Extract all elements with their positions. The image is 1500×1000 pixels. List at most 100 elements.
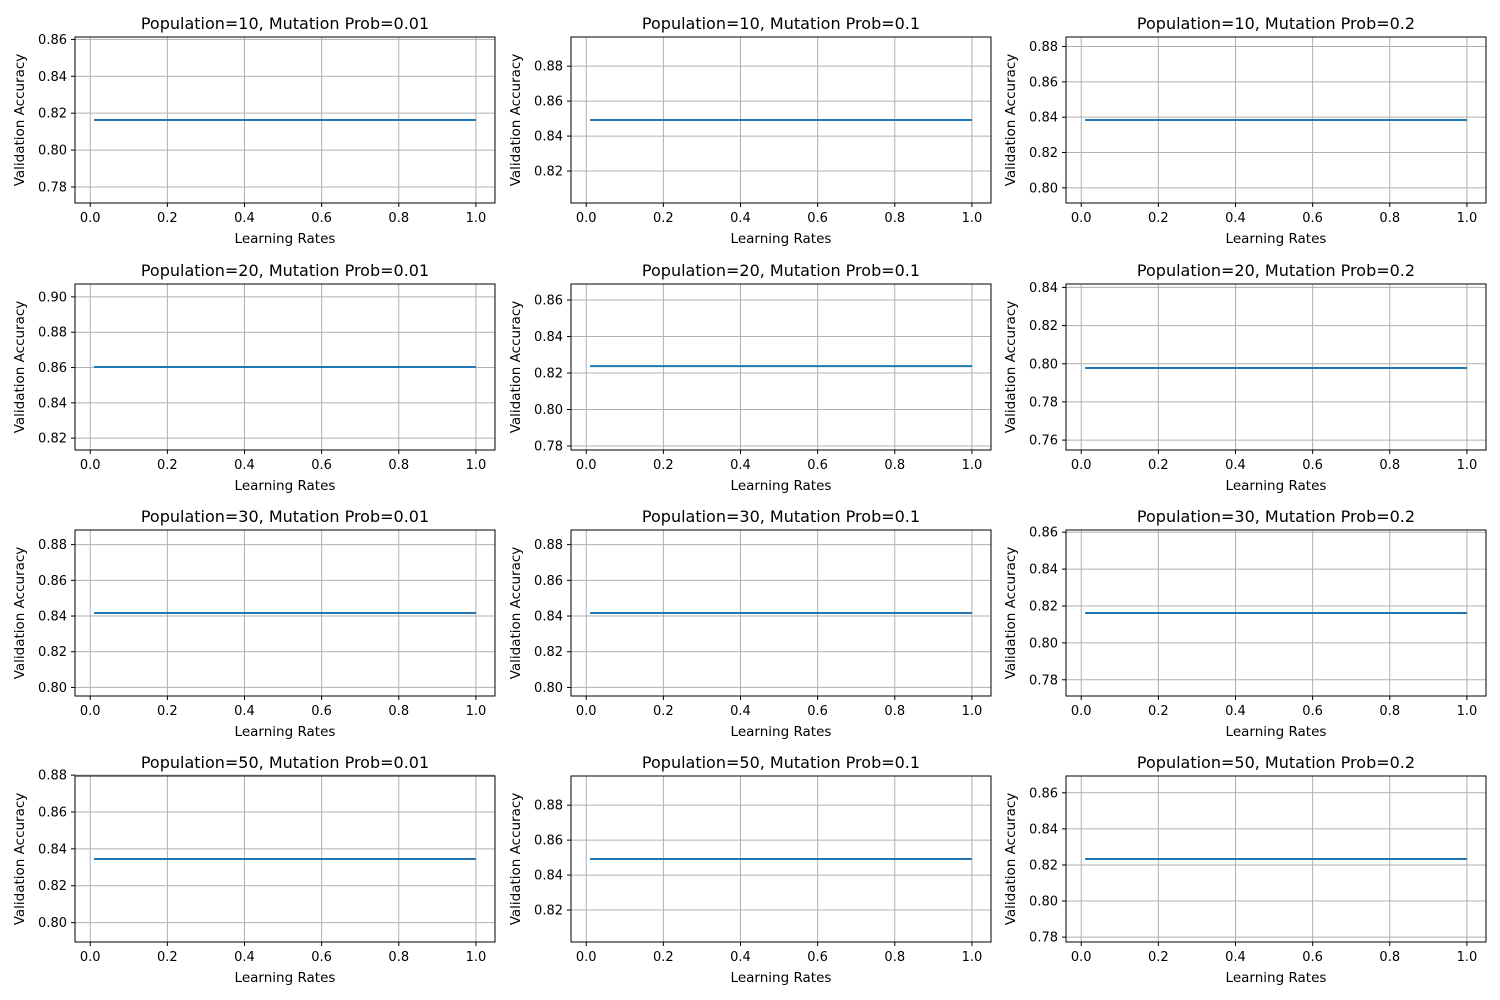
x-tick-label: 0.2 — [653, 950, 674, 965]
x-tick-label: 0.4 — [1225, 950, 1246, 965]
y-tick-label: 0.78 — [534, 439, 563, 454]
x-tick-label: 0.2 — [653, 211, 674, 226]
x-tick-label: 0.6 — [311, 211, 332, 226]
y-tick-label: 0.84 — [1029, 111, 1058, 126]
x-tick-label: 1.0 — [1457, 211, 1478, 226]
x-tick-label: 1.0 — [466, 950, 487, 965]
subplot-title: Population=20, Mutation Prob=0.2 — [1137, 261, 1415, 280]
axes-frame — [74, 283, 496, 451]
x-axis-label: Learning Rates — [235, 478, 336, 494]
y-tick-label: 0.86 — [38, 361, 67, 376]
y-tick-label: 0.78 — [1029, 673, 1058, 688]
x-tick-label: 1.0 — [962, 211, 983, 226]
y-tick-label: 0.78 — [1029, 931, 1058, 946]
y-tick-label: 0.86 — [38, 574, 67, 589]
subplot-title: Population=10, Mutation Prob=0.2 — [1137, 14, 1415, 33]
subplot: 0.0 0.2 0.4 0.6 0.8 1.0 0.78 0.80 0.82 0.84 0.86 Po… — [508, 261, 992, 494]
x-tick-label: 0.8 — [388, 458, 409, 473]
x-tick-label: 0.6 — [1302, 211, 1323, 226]
y-tick-label: 0.84 — [534, 330, 563, 345]
y-axis-label: Validation Accuracy — [12, 547, 28, 680]
y-axis-label: Validation Accuracy — [1003, 547, 1019, 680]
x-tick-label: 0.0 — [576, 950, 597, 965]
y-tick-label: 0.80 — [534, 681, 563, 696]
x-tick-label: 0.8 — [1379, 704, 1400, 719]
x-tick-label: 0.6 — [807, 211, 828, 226]
y-axis-label: Validation Accuracy — [1003, 301, 1019, 434]
x-tick-label: 0.2 — [157, 458, 178, 473]
y-tick-label: 0.80 — [1029, 636, 1058, 651]
y-tick-label: 0.82 — [534, 904, 563, 919]
y-axis-label: Validation Accuracy — [508, 793, 524, 926]
subplot-title: Population=10, Mutation Prob=0.1 — [642, 14, 920, 33]
x-tick-label: 1.0 — [962, 950, 983, 965]
x-tick-label: 0.2 — [157, 950, 178, 965]
axes-frame — [1065, 36, 1487, 204]
y-axis-label: Validation Accuracy — [12, 54, 28, 187]
x-axis-label: Learning Rates — [731, 478, 832, 494]
x-tick-label: 0.2 — [653, 458, 674, 473]
x-tick-label: 1.0 — [466, 211, 487, 226]
x-tick-label: 0.0 — [1071, 458, 1092, 473]
x-tick-label: 0.2 — [1148, 704, 1169, 719]
y-tick-label: 0.84 — [38, 70, 67, 85]
x-tick-label: 0.6 — [1302, 458, 1323, 473]
x-tick-label: 0.0 — [576, 211, 597, 226]
y-tick-label: 0.84 — [534, 610, 563, 625]
x-axis-label: Learning Rates — [235, 970, 336, 986]
y-tick-label: 0.80 — [38, 681, 67, 696]
x-tick-label: 1.0 — [962, 458, 983, 473]
y-tick-label: 0.90 — [38, 290, 67, 305]
x-tick-label: 0.8 — [1379, 458, 1400, 473]
y-axis-label: Validation Accuracy — [508, 54, 524, 187]
axes-frame — [570, 283, 992, 451]
x-tick-label: 0.6 — [1302, 950, 1323, 965]
y-tick-label: 0.88 — [534, 799, 563, 814]
y-tick-label: 0.82 — [1029, 146, 1058, 161]
subplot-title: Population=30, Mutation Prob=0.2 — [1137, 507, 1415, 526]
x-tick-label: 0.6 — [807, 458, 828, 473]
subplot: 0.0 0.2 0.4 0.6 0.8 1.0 0.80 0.82 0.84 0.86 0.88 Po… — [12, 507, 496, 740]
y-axis-label: Validation Accuracy — [12, 793, 28, 926]
axes-frame — [1065, 529, 1487, 697]
y-tick-label: 0.76 — [1029, 434, 1058, 449]
x-tick-label: 0.8 — [388, 704, 409, 719]
x-tick-label: 0.0 — [80, 704, 101, 719]
y-tick-label: 0.86 — [1029, 75, 1058, 90]
x-axis-label: Learning Rates — [235, 724, 336, 740]
y-tick-label: 0.86 — [534, 294, 563, 309]
y-tick-label: 0.78 — [38, 180, 67, 195]
subplot: 0.0 0.2 0.4 0.6 0.8 1.0 0.78 0.80 0.82 0.84 0.86 Po… — [12, 14, 496, 247]
axes-frame — [74, 529, 496, 697]
x-tick-label: 0.8 — [884, 950, 905, 965]
x-tick-label: 1.0 — [1457, 458, 1478, 473]
y-tick-label: 0.84 — [38, 396, 67, 411]
x-tick-label: 0.4 — [234, 211, 255, 226]
x-tick-label: 0.0 — [80, 211, 101, 226]
y-tick-label: 0.86 — [38, 33, 67, 48]
y-tick-label: 0.86 — [1029, 786, 1058, 801]
x-tick-label: 0.6 — [807, 950, 828, 965]
y-tick-label: 0.86 — [38, 805, 67, 820]
x-axis-label: Learning Rates — [731, 970, 832, 986]
y-tick-label: 0.88 — [38, 769, 67, 784]
x-axis-label: Learning Rates — [1226, 970, 1327, 986]
y-tick-label: 0.84 — [38, 842, 67, 857]
y-tick-label: 0.86 — [534, 574, 563, 589]
subplot: 0.0 0.2 0.4 0.6 0.8 1.0 0.80 0.82 0.84 0.86 0.88 Po… — [1003, 14, 1487, 247]
y-axis-label: Validation Accuracy — [12, 301, 28, 434]
y-tick-label: 0.80 — [1029, 895, 1058, 910]
y-tick-label: 0.82 — [38, 879, 67, 894]
x-tick-label: 1.0 — [466, 458, 487, 473]
x-tick-label: 0.6 — [1302, 704, 1323, 719]
x-tick-label: 0.8 — [884, 458, 905, 473]
y-tick-label: 0.84 — [38, 610, 67, 625]
x-axis-label: Learning Rates — [731, 724, 832, 740]
x-tick-label: 0.0 — [1071, 211, 1092, 226]
x-tick-label: 1.0 — [1457, 950, 1478, 965]
x-tick-label: 0.6 — [311, 704, 332, 719]
y-tick-label: 0.82 — [1029, 858, 1058, 873]
y-tick-label: 0.88 — [38, 326, 67, 341]
x-tick-label: 0.4 — [234, 704, 255, 719]
subplot: 0.0 0.2 0.4 0.6 0.8 1.0 0.82 0.84 0.86 0.88 0.90 Po… — [12, 261, 496, 494]
